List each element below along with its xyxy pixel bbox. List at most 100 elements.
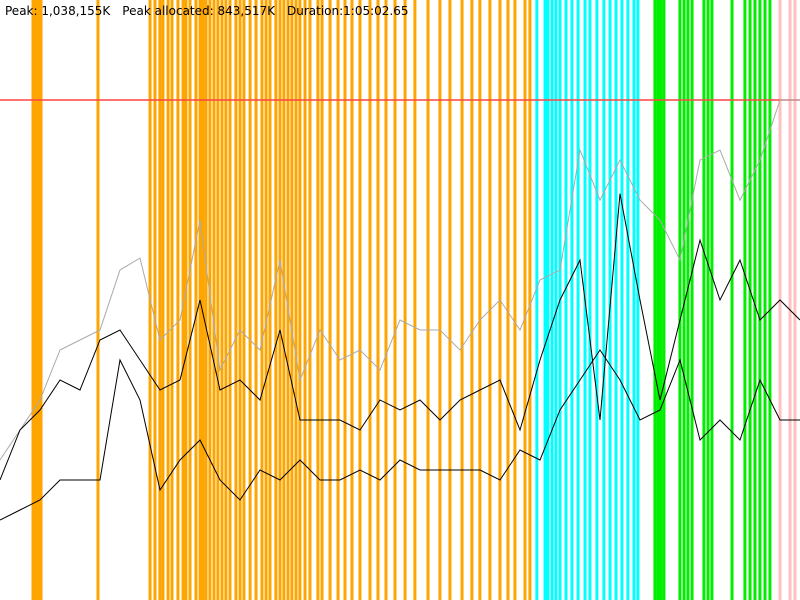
event-bar bbox=[153, 0, 157, 600]
series-line bbox=[0, 349, 800, 521]
event-bar bbox=[659, 0, 663, 600]
event-bar bbox=[602, 0, 606, 600]
event-bar bbox=[224, 0, 228, 600]
event-bar bbox=[656, 0, 660, 600]
event-bar bbox=[336, 0, 340, 600]
event-bar bbox=[393, 0, 397, 600]
event-bar bbox=[161, 0, 165, 600]
event-bar bbox=[358, 0, 362, 600]
header-text: Peak: 1,038,155K bbox=[5, 4, 111, 18]
event-bar bbox=[678, 0, 682, 600]
event-bar bbox=[595, 0, 599, 600]
event-bar bbox=[158, 0, 162, 600]
event-bar bbox=[384, 0, 388, 600]
event-bar bbox=[513, 0, 517, 600]
header-text: Peak allocated: 843,517K bbox=[122, 4, 275, 18]
event-bar bbox=[403, 0, 407, 600]
event-bar bbox=[298, 0, 302, 600]
event-bar bbox=[220, 0, 224, 600]
event-bar bbox=[320, 0, 324, 600]
event-bar bbox=[608, 0, 612, 600]
event-bar bbox=[523, 0, 527, 600]
event-bar bbox=[748, 0, 752, 600]
event-bar bbox=[368, 0, 372, 600]
event-bar bbox=[212, 0, 216, 600]
event-bar bbox=[413, 0, 417, 600]
event-bar bbox=[204, 0, 208, 600]
event-bar bbox=[303, 0, 307, 600]
event-bar bbox=[588, 0, 592, 600]
event-bar bbox=[37, 0, 41, 600]
event-bar bbox=[184, 0, 188, 600]
event-bar bbox=[470, 0, 474, 600]
header: Peak: 1,038,155K Peak allocated: 843,517K… bbox=[5, 4, 409, 18]
event-bar bbox=[294, 0, 298, 600]
event-bar bbox=[35, 0, 39, 600]
event-bar bbox=[96, 0, 100, 600]
series-line bbox=[0, 193, 800, 481]
event-bar bbox=[438, 0, 442, 600]
event-bar bbox=[460, 0, 464, 600]
event-bar bbox=[576, 0, 580, 600]
event-bar bbox=[254, 0, 258, 600]
event-bar bbox=[242, 0, 246, 600]
event-bar bbox=[528, 0, 532, 600]
event-bar bbox=[686, 0, 690, 600]
event-bar bbox=[506, 0, 510, 600]
event-bar bbox=[662, 0, 666, 600]
event-bar bbox=[488, 0, 492, 600]
event-bar bbox=[343, 0, 347, 600]
event-bar bbox=[768, 0, 772, 600]
event-bar bbox=[690, 0, 694, 600]
event-bar bbox=[620, 0, 624, 600]
event-bar bbox=[550, 0, 554, 600]
header-text: Duration:1:05:02.65 bbox=[286, 4, 409, 18]
event-bar bbox=[286, 0, 290, 600]
event-bar bbox=[682, 0, 686, 600]
event-bar bbox=[564, 0, 568, 600]
event-bar bbox=[753, 0, 757, 600]
event-bar bbox=[170, 0, 174, 600]
event-bar bbox=[39, 0, 43, 600]
event-bar bbox=[238, 0, 242, 600]
event-bar bbox=[763, 0, 767, 600]
event-bar bbox=[176, 0, 180, 600]
event-bar bbox=[614, 0, 618, 600]
event-bar bbox=[535, 0, 539, 600]
event-bar bbox=[188, 0, 192, 600]
event-bar bbox=[793, 0, 797, 600]
event-bar bbox=[788, 0, 792, 600]
event-bar bbox=[710, 0, 714, 600]
event-bar bbox=[234, 0, 238, 600]
event-bar bbox=[448, 0, 452, 600]
event-bar bbox=[758, 0, 762, 600]
event-bar bbox=[706, 0, 710, 600]
event-bar bbox=[426, 0, 430, 600]
event-bar bbox=[278, 0, 282, 600]
series-line bbox=[0, 99, 800, 461]
event-bar bbox=[730, 0, 734, 600]
event-bar bbox=[282, 0, 286, 600]
event-bar bbox=[181, 0, 185, 600]
event-bar bbox=[208, 0, 212, 600]
event-bar bbox=[702, 0, 706, 600]
event-bar bbox=[274, 0, 278, 600]
event-bar bbox=[316, 0, 320, 600]
event-bar bbox=[268, 0, 272, 600]
event-bar bbox=[554, 0, 558, 600]
event-bar bbox=[632, 0, 636, 600]
event-bar bbox=[248, 0, 252, 600]
event-bar bbox=[228, 0, 232, 600]
event-bar bbox=[260, 0, 264, 600]
event-bar bbox=[216, 0, 220, 600]
event-bar bbox=[743, 0, 747, 600]
event-bar bbox=[290, 0, 294, 600]
event-bar bbox=[201, 0, 205, 600]
event-bar bbox=[264, 0, 268, 600]
event-bar bbox=[636, 0, 640, 600]
event-bar bbox=[350, 0, 354, 600]
event-bar bbox=[33, 0, 37, 600]
event-bar bbox=[543, 0, 547, 600]
